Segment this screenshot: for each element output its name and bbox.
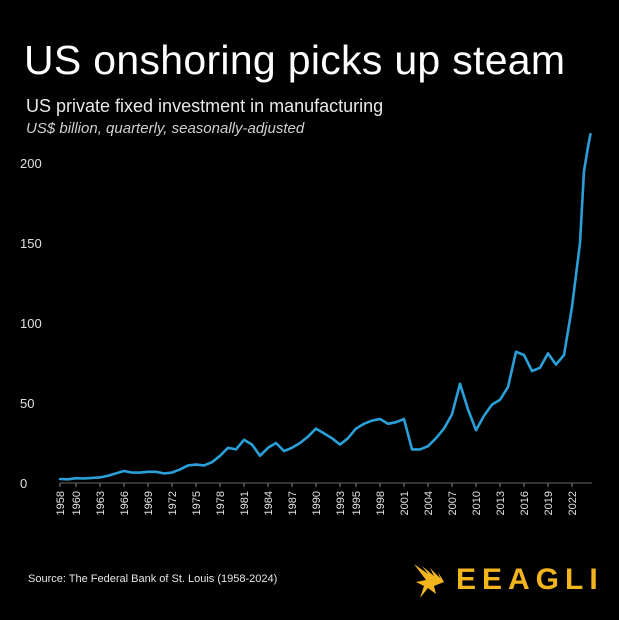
- x-tick-label: 1958: [55, 491, 67, 515]
- chart-subtitle: US private fixed investment in manufactu…: [26, 96, 384, 116]
- x-tick-label: 2013: [495, 491, 507, 515]
- x-tick-label: 2001: [399, 491, 411, 515]
- x-tick-label: 1984: [263, 491, 275, 515]
- x-tick-label: 2010: [471, 491, 483, 515]
- x-tick-label: 2007: [447, 491, 459, 515]
- x-tick-label: 1975: [191, 491, 203, 515]
- chart-title: US onshoring picks up steam: [24, 37, 566, 83]
- x-tick-label: 1963: [95, 491, 107, 515]
- series-line: [58, 132, 592, 481]
- x-tick-label: 1993: [335, 491, 347, 515]
- x-tick-label: 1978: [215, 491, 227, 515]
- y-tick-label: 150: [20, 236, 42, 251]
- source-note: Source: The Federal Bank of St. Louis (1…: [28, 573, 278, 585]
- x-tick-label: 1981: [239, 491, 251, 515]
- x-tick-label: 1969: [143, 491, 155, 515]
- brand-name: EEAGLI: [456, 563, 604, 596]
- x-tick-label: 1998: [375, 491, 387, 515]
- y-tick-label: 50: [20, 396, 34, 411]
- y-tick-label: 0: [20, 476, 27, 491]
- brand-logo: EEAGLI: [412, 558, 604, 602]
- y-tick-label: 200: [20, 156, 42, 171]
- x-tick-label: 2019: [543, 491, 555, 515]
- x-tick-label: 1995: [351, 491, 363, 515]
- x-tick-label: 1987: [287, 491, 299, 515]
- chart-units: US$ billion, quarterly, seasonally-adjus…: [26, 120, 305, 137]
- eagle-icon: [414, 564, 444, 598]
- x-tick-label: 1972: [167, 491, 179, 515]
- x-tick-label: 1966: [119, 491, 131, 515]
- x-tick-label: 2004: [423, 491, 435, 515]
- x-tick-label: 2022: [567, 491, 579, 515]
- x-tick-label: 1990: [311, 491, 323, 515]
- y-tick-label: 100: [20, 316, 42, 331]
- x-tick-label: 1960: [71, 491, 83, 515]
- x-tick-label: 2016: [519, 491, 531, 515]
